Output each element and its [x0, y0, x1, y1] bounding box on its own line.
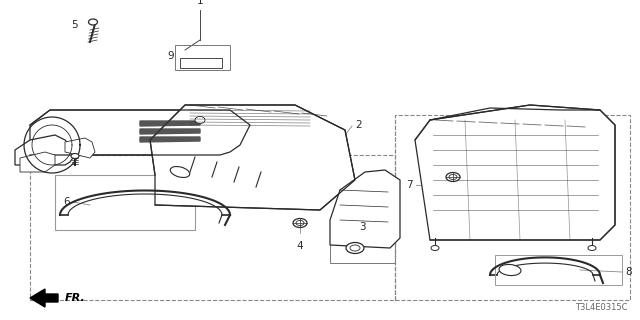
Polygon shape: [330, 170, 400, 248]
Text: 1: 1: [196, 0, 204, 6]
Text: 9: 9: [168, 51, 174, 61]
Ellipse shape: [499, 264, 521, 276]
Polygon shape: [140, 121, 200, 126]
Text: 2: 2: [355, 120, 362, 130]
Ellipse shape: [588, 245, 596, 251]
Bar: [395, 115, 630, 300]
Ellipse shape: [449, 174, 457, 180]
Ellipse shape: [431, 245, 439, 251]
Bar: [175, 45, 230, 70]
Polygon shape: [20, 152, 55, 172]
Polygon shape: [30, 289, 58, 307]
Bar: [55, 175, 195, 230]
Polygon shape: [65, 138, 95, 158]
Ellipse shape: [446, 172, 460, 181]
Bar: [495, 255, 622, 285]
Text: 4: 4: [297, 241, 303, 251]
Polygon shape: [30, 110, 250, 155]
Polygon shape: [180, 58, 222, 68]
Text: T3L4E0315C: T3L4E0315C: [575, 303, 628, 312]
Polygon shape: [415, 105, 615, 240]
Bar: [330, 242, 395, 263]
Text: FR.: FR.: [65, 293, 86, 303]
Polygon shape: [15, 135, 75, 165]
Polygon shape: [140, 137, 200, 142]
Text: 7: 7: [406, 180, 413, 190]
Polygon shape: [140, 129, 200, 134]
Bar: [30, 155, 395, 300]
Ellipse shape: [293, 219, 307, 228]
Text: 8: 8: [625, 267, 632, 277]
Ellipse shape: [346, 243, 364, 253]
Polygon shape: [150, 105, 355, 210]
Text: 3: 3: [358, 222, 365, 232]
Ellipse shape: [71, 154, 79, 158]
Text: 6: 6: [63, 197, 70, 207]
Ellipse shape: [88, 19, 97, 25]
Ellipse shape: [296, 220, 304, 226]
Ellipse shape: [195, 116, 205, 124]
Text: 5: 5: [70, 20, 77, 30]
Text: 4: 4: [442, 195, 448, 205]
Ellipse shape: [170, 166, 189, 178]
Ellipse shape: [350, 245, 360, 251]
